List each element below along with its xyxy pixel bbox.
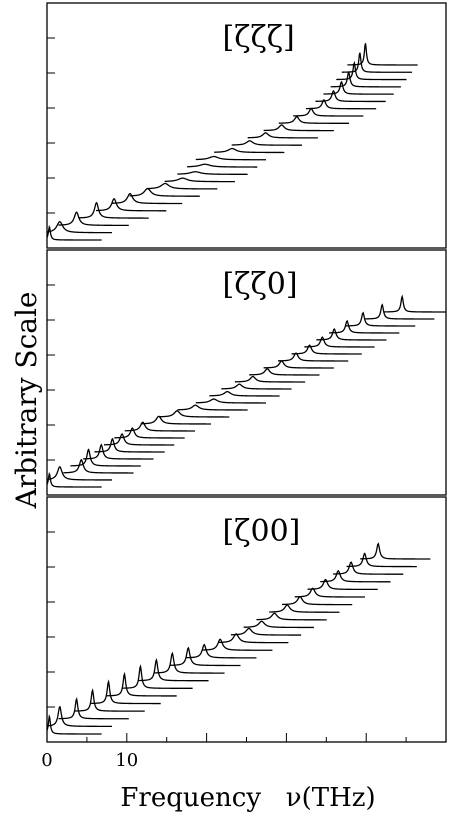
spectrum-line (114, 427, 185, 439)
spectrum-line (177, 171, 248, 175)
spectrum-line (277, 352, 349, 362)
spectrum-line (336, 60, 407, 81)
spectrum-line (307, 578, 378, 591)
spectrum-line (186, 163, 258, 168)
panel-frame (46, 249, 447, 496)
spectrum-line (195, 155, 267, 161)
spectrum-line (154, 651, 225, 674)
spectrum-line (103, 433, 175, 446)
spectrum-line (320, 569, 391, 583)
panels-group: [ζζζ] [ζζ0] [ζ00] (46, 2, 447, 743)
spectrum-line (346, 552, 417, 568)
spectrum-line (46, 221, 113, 234)
spectrum-line (96, 197, 167, 212)
spectrum-line (304, 336, 375, 348)
spectrum-line (256, 612, 327, 621)
spectrum-line (269, 604, 340, 613)
spectrum-line (329, 319, 400, 334)
spectrum-line (164, 177, 235, 183)
spectrum-line (124, 421, 196, 432)
panel-1: [ζζζ] (46, 2, 447, 249)
spectrum-line (230, 627, 302, 636)
panel-frame (46, 2, 447, 249)
spectrum-line (247, 132, 318, 139)
spectrum-line (347, 43, 418, 66)
spectrum-line (231, 140, 302, 146)
spectrum-line (202, 638, 273, 651)
x-axis-label: Frequency ν(THz) (120, 783, 375, 813)
panel-label: [ζ00] (223, 514, 301, 549)
spectrum-line (281, 596, 353, 606)
y-axis-label: Arbitrary Scale (10, 292, 43, 510)
spectrum-line (214, 147, 285, 154)
spectrum-line (323, 80, 394, 95)
spectrum-line (46, 224, 102, 241)
spectrum-line (344, 311, 416, 327)
spectrum-line (293, 107, 364, 117)
spectrum-line (83, 443, 154, 460)
spectrum-line (63, 458, 134, 474)
x-tick-label: 10 (115, 750, 138, 771)
spectrum-line (170, 646, 241, 667)
spectrum-line (330, 70, 401, 88)
panel-3: [ζ00] (46, 496, 447, 743)
spectrum-line (360, 542, 431, 560)
spectrum-line (305, 99, 377, 110)
spectrum-line (249, 368, 320, 376)
spectrum-line (122, 664, 193, 689)
spectrum-line (243, 620, 314, 629)
spectrum-line (263, 360, 334, 369)
spectrum-line (58, 211, 129, 227)
spectrum-line (46, 471, 102, 488)
x-tick-labels: 0 10 (41, 733, 447, 771)
spectrum-line (218, 633, 289, 644)
spectrum-line (58, 697, 129, 720)
spectrum-line (341, 52, 413, 73)
spectrum-line (221, 383, 292, 390)
spectrum-line (315, 89, 386, 103)
spectrum-line (294, 587, 365, 598)
spectrum-line (46, 466, 113, 481)
spectrum-line (106, 671, 177, 697)
spectrum-line (46, 714, 102, 735)
spectrum-line (186, 643, 257, 659)
spectrum-line (111, 192, 183, 205)
spectrum-line (316, 328, 387, 341)
spectrum-line (177, 404, 248, 411)
spectrum-line (291, 344, 362, 355)
spectrum-line (195, 398, 267, 404)
spectrum-line (140, 415, 211, 425)
spectrum-line (364, 303, 435, 320)
spectrum-line (384, 294, 446, 313)
spectrum-line (70, 448, 141, 467)
spectrum-line (129, 187, 200, 197)
panel-2: [ζζ0] (46, 249, 447, 496)
panel-label: [ζζζ] (223, 20, 295, 55)
spectrum-line (138, 658, 209, 682)
spectrum-line (78, 201, 149, 219)
spectrum-line (278, 116, 350, 124)
spectrum-line (90, 679, 161, 705)
spectrum-line (263, 124, 334, 132)
spectrum-line (234, 375, 306, 383)
spectrum-line (159, 410, 230, 418)
panel-label: [ζζ0] (223, 267, 298, 302)
spectrum-line (147, 182, 218, 190)
spectrum-line (46, 705, 113, 728)
spectrum-line (94, 437, 165, 453)
spectrum-line (74, 688, 145, 712)
spectrum-line (333, 561, 404, 575)
spectrum-line (209, 390, 280, 397)
x-tick-label: 0 (41, 750, 52, 771)
